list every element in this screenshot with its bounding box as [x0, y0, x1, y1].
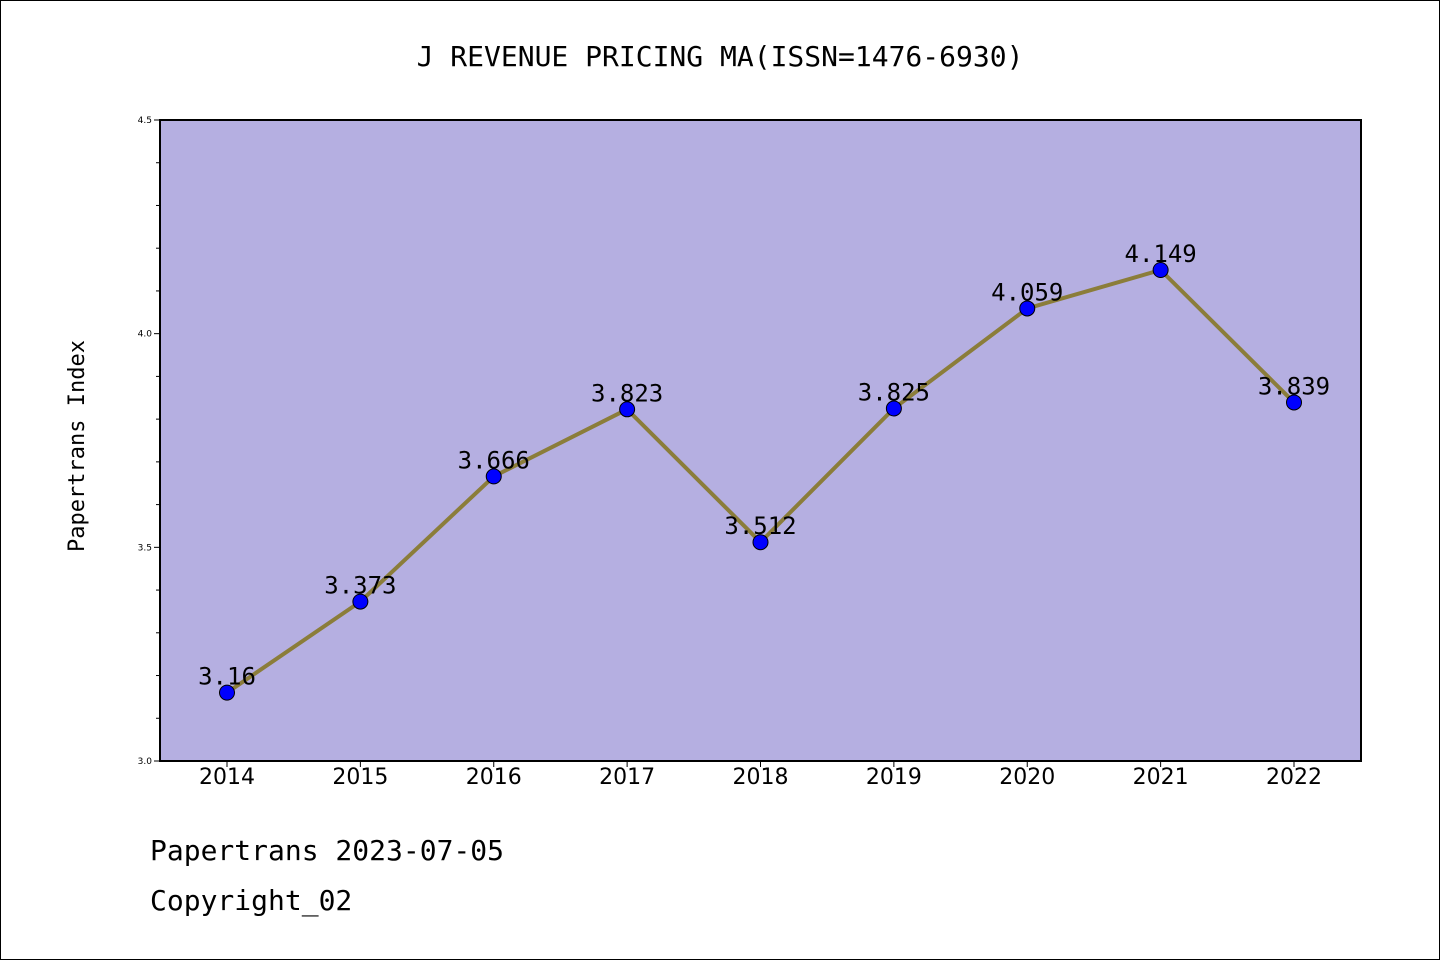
data-point	[885, 400, 902, 417]
data-label: 3.823	[591, 379, 663, 407]
data-label: 3.666	[458, 446, 530, 474]
data-point	[352, 593, 369, 610]
x-tick-label: 2021	[1133, 765, 1189, 790]
data-point	[485, 468, 502, 485]
x-tick-label: 2017	[599, 765, 655, 790]
x-tick-label: 2022	[1266, 765, 1322, 790]
y-axis-label: Papertrans Index	[65, 340, 90, 552]
y-tick-label: 3.0	[138, 757, 153, 767]
data-label: 3.512	[724, 512, 796, 540]
y-tick-label: 3.5	[138, 543, 152, 553]
data-point	[752, 534, 769, 551]
footer-copyright: Copyright_02	[150, 884, 353, 917]
x-axis-ticks: 2014 2015 2016 2017 2018 2019 2020 2021 2022	[199, 761, 1322, 790]
data-point	[1286, 394, 1302, 411]
x-tick-label: 2015	[332, 765, 388, 790]
x-tick-label: 2016	[466, 765, 522, 790]
x-tick-label: 2019	[866, 765, 922, 790]
y-axis-ticks: 3.0 3.5 4.0 4.5	[138, 116, 160, 767]
data-point	[1019, 300, 1036, 317]
data-label: 3.373	[324, 572, 396, 600]
footer-date: Papertrans 2023-07-05	[150, 834, 505, 867]
data-point	[619, 401, 636, 418]
x-tick-label: 2014	[199, 765, 255, 790]
x-tick-label: 2020	[999, 765, 1055, 790]
data-label: 3.825	[858, 378, 930, 406]
chart-title: J REVENUE PRICING MA(ISSN=1476-6930)	[417, 40, 1024, 73]
plot-area	[159, 119, 1362, 762]
data-point	[1152, 261, 1169, 278]
y-tick-label: 4.5	[138, 116, 152, 126]
data-labels: 3.16 3.373 3.666 3.823 3.512 3.825 4.059 4.149 3…	[198, 240, 1330, 691]
data-label: 4.149	[1125, 240, 1197, 268]
y-tick-label: 4.0	[138, 330, 153, 340]
data-label: 3.16	[198, 663, 256, 691]
data-point	[219, 684, 235, 701]
x-tick-label: 2018	[733, 765, 789, 790]
data-label: 4.059	[991, 278, 1063, 306]
data-points	[219, 261, 1302, 701]
data-label: 3.839	[1258, 372, 1330, 400]
